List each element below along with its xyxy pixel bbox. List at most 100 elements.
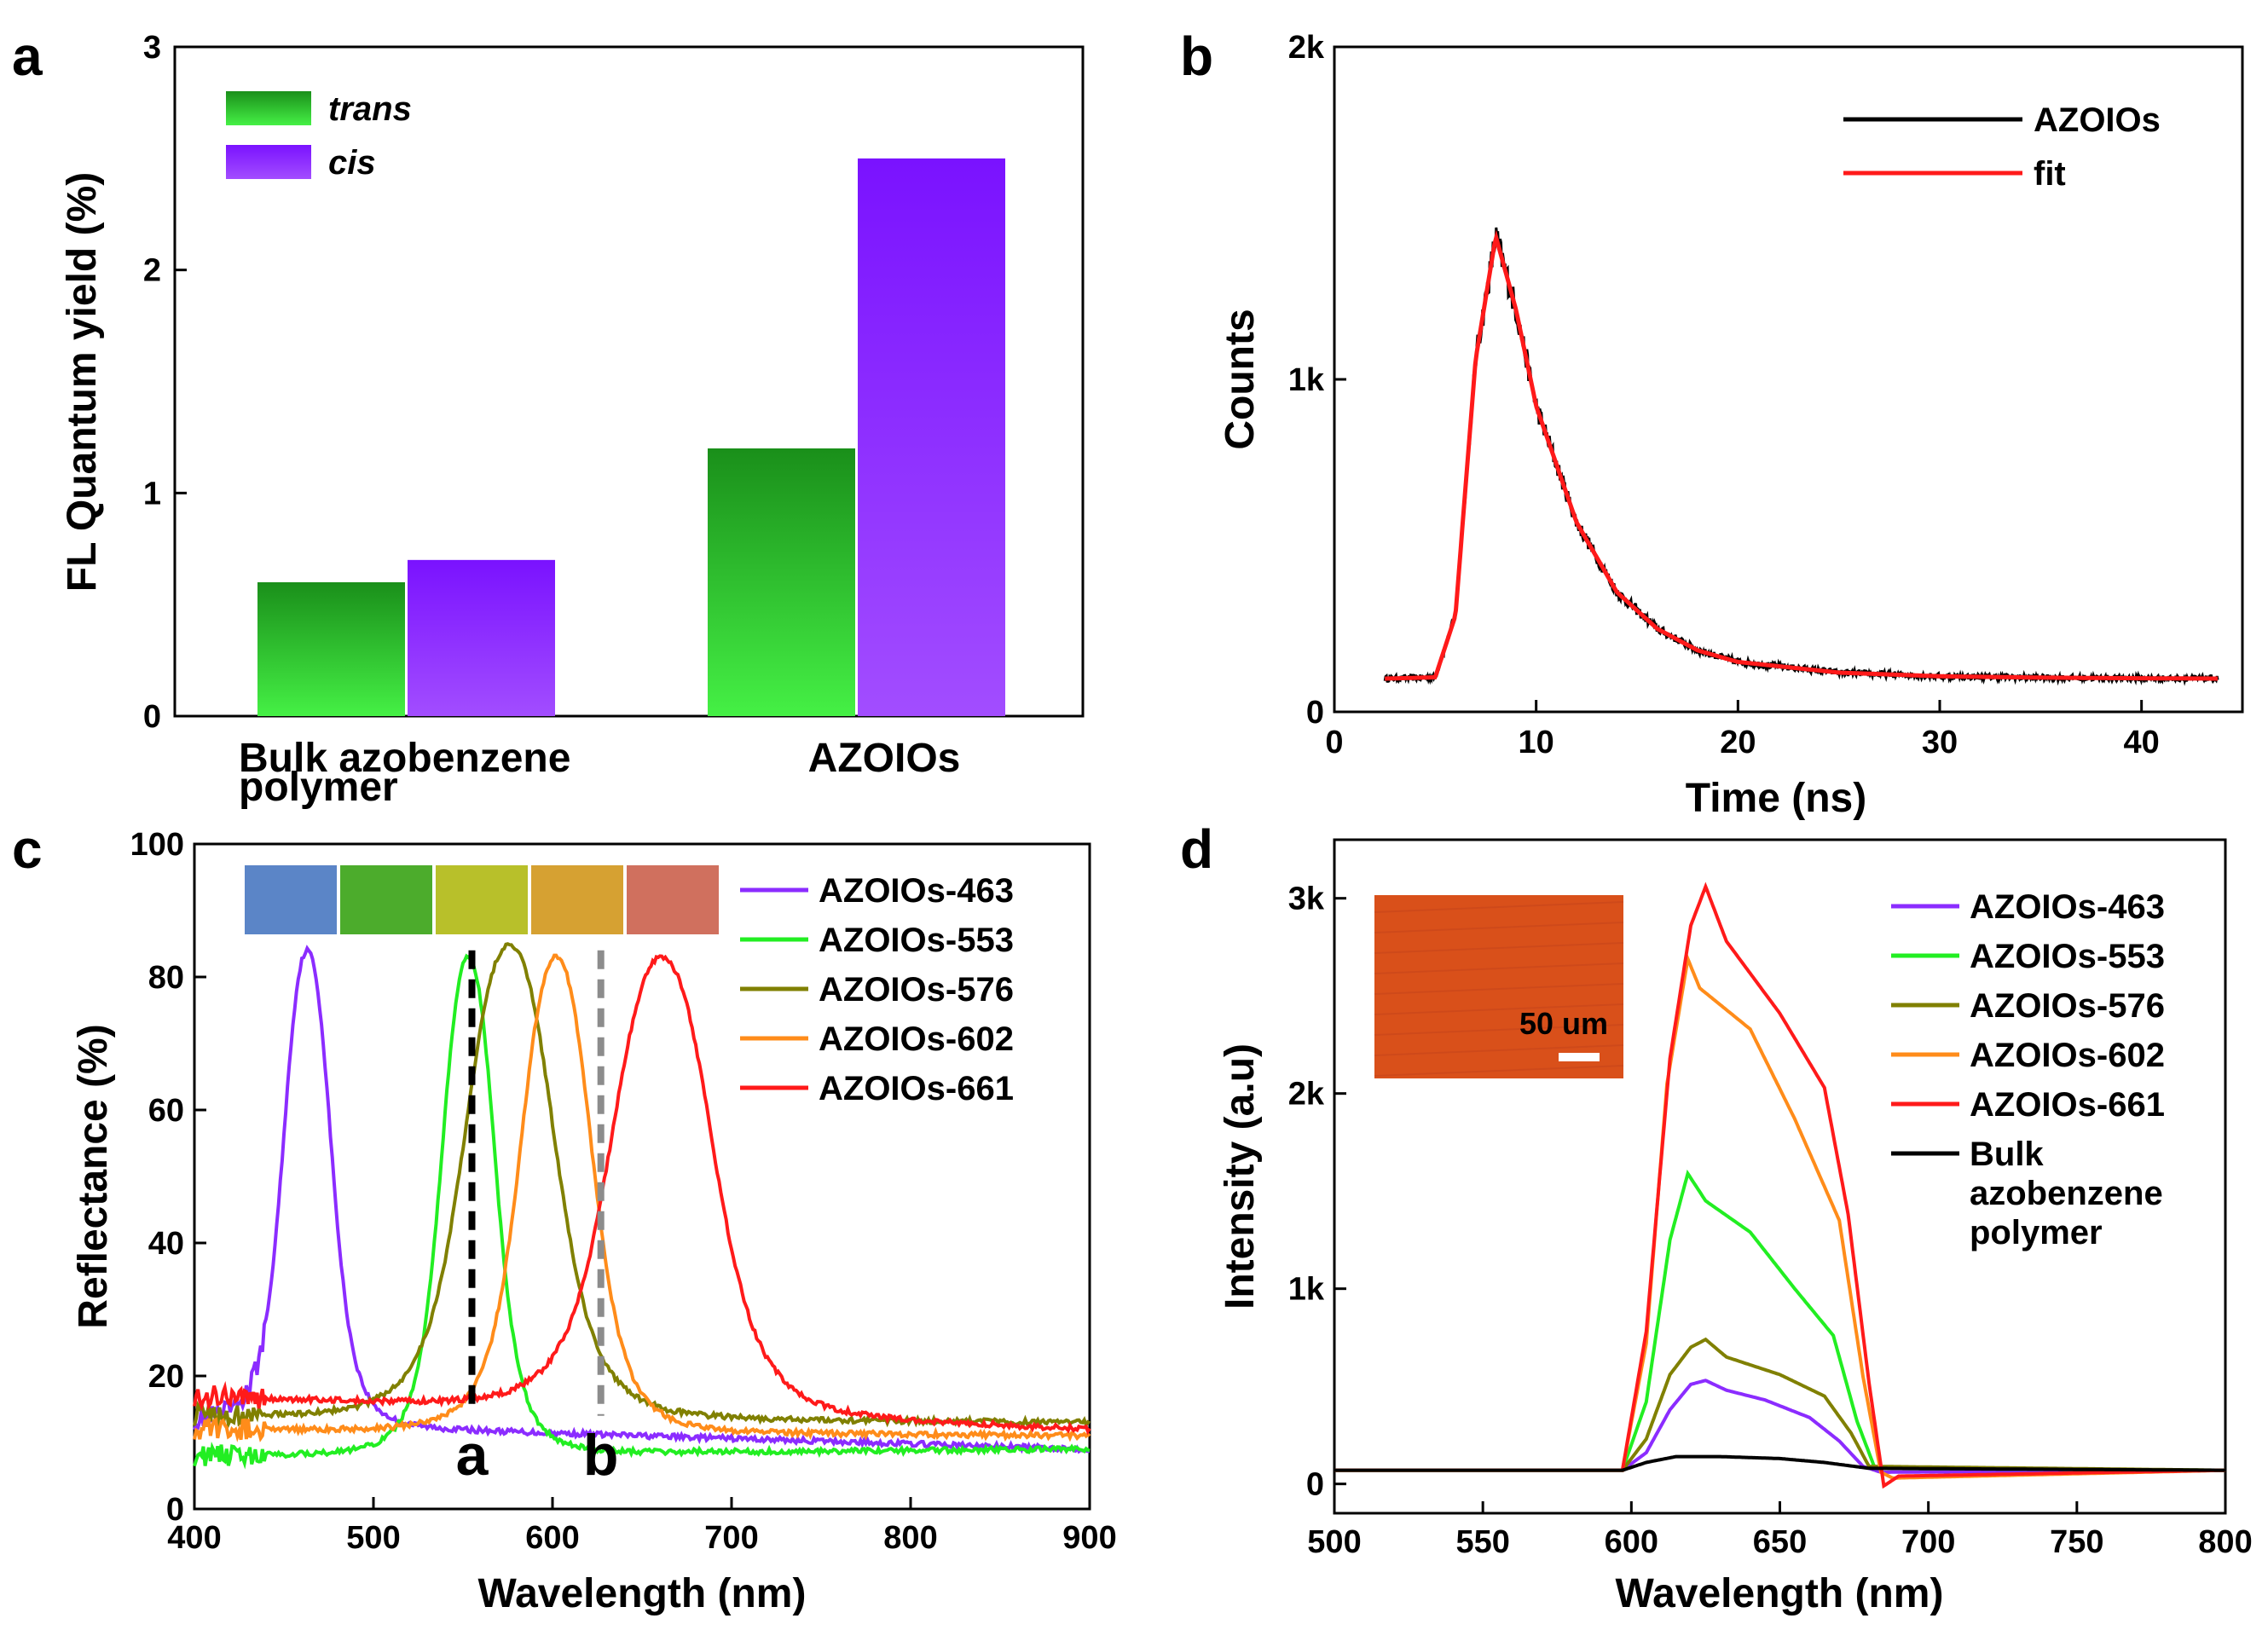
bar-trans-bulk <box>257 582 405 716</box>
inset-color-swatch <box>436 865 528 934</box>
bar-cis-bulk <box>408 559 555 716</box>
y-tick-label: 2k <box>1288 30 1325 66</box>
y-tick-label: 0 <box>166 1492 184 1528</box>
inset-texture <box>1374 922 1624 933</box>
panel-letter-d: d <box>1180 818 1213 880</box>
x-tick-label: 800 <box>883 1520 937 1556</box>
legend-label-azoios: AZOIOs <box>2034 101 2161 139</box>
series-line-azoios-463 <box>193 945 1090 1454</box>
series-line-azoios <box>1383 227 2219 686</box>
inset-color-swatch <box>340 865 432 934</box>
plot-frame <box>1333 45 2244 714</box>
y-tick-label: 2k <box>1288 1077 1325 1113</box>
y-tick-label: 20 <box>148 1359 184 1395</box>
panel-letter-b: b <box>1180 26 1213 87</box>
legend-label: AZOIOs-576 <box>1970 987 2165 1025</box>
x-category-label: AZOIOs <box>808 736 961 781</box>
x-axis-title: Wavelength (nm) <box>1616 1571 1944 1616</box>
bar-chart-quantum-yield: 0 1 2 3 FL Quantum yield (%) trans cis Bulk … <box>60 30 1085 810</box>
bar-trans-azoios <box>708 448 855 716</box>
y-tick-label: 0 <box>1306 695 1324 731</box>
legend-swatch-cis <box>226 145 311 179</box>
series-line-azoios-661 <box>193 954 1091 1436</box>
line-chart-intensity: 50 um 500 550 600 650 700 750 800 0 1k 2k 3k Wavel… <box>1218 838 2253 1616</box>
y-tick-label: 1k <box>1288 362 1325 398</box>
series-line-fit <box>1385 229 2219 681</box>
line-chart-decay: 0 10 20 30 40 0 1k 2k Time (ns) Counts AZOIOs fi… <box>1218 30 2244 821</box>
legend-label-trans: trans <box>328 90 412 128</box>
x-tick-label: 600 <box>1605 1524 1658 1560</box>
inset-texture <box>1374 901 1624 913</box>
bar-cis-azoios <box>858 158 1005 717</box>
panel-letter-a: a <box>12 26 43 87</box>
y-axis-title: FL Quantum yield (%) <box>60 172 105 592</box>
y-axis-title: Reflectance (%) <box>71 1024 116 1328</box>
inset-color-swatch <box>245 865 337 934</box>
marker-label-b: b <box>583 1423 619 1488</box>
x-tick-label: 40 <box>2124 725 2160 760</box>
legend-label: Bulk <box>1970 1136 2044 1173</box>
scale-bar <box>1559 1053 1600 1061</box>
panel-letter-c: c <box>12 818 43 880</box>
y-tick-label: 3 <box>143 30 161 66</box>
series-line-bulk-azobenzene-polymer <box>1334 1454 2225 1472</box>
legend-label: azobenzene <box>1970 1175 2163 1212</box>
legend-label-fit: fit <box>2034 155 2066 193</box>
series-line-azoios-602 <box>193 953 1091 1442</box>
y-tick-label: 80 <box>148 960 184 996</box>
inset-texture <box>1374 983 1624 995</box>
plot-frame <box>173 45 1085 718</box>
series-line-azoios-576 <box>193 942 1091 1432</box>
x-tick-label: 500 <box>1307 1524 1361 1560</box>
legend-label-azoios-576: AZOIOs-576 <box>819 971 1014 1009</box>
inset-texture <box>1374 1003 1624 1015</box>
inset-texture <box>1374 942 1624 954</box>
inset-image <box>1374 895 1623 1078</box>
y-axis-title: Counts <box>1218 309 1263 449</box>
y-tick-label: 0 <box>1306 1467 1324 1503</box>
x-category-label: Bulk azobenzene <box>239 736 570 781</box>
y-tick-label: 3k <box>1288 881 1325 917</box>
x-tick-label: 10 <box>1519 725 1554 760</box>
legend-label-azoios-553: AZOIOs-553 <box>819 922 1014 959</box>
x-tick-label: 30 <box>1922 725 1958 760</box>
x-tick-label: 0 <box>1325 725 1343 760</box>
x-tick-label: 900 <box>1062 1520 1116 1556</box>
x-tick-label: 600 <box>525 1520 579 1556</box>
series-line-azoios-553 <box>193 951 1091 1470</box>
x-category-label: polymer <box>239 765 398 810</box>
x-tick-label: 550 <box>1455 1524 1509 1560</box>
y-tick-label: 2 <box>143 253 161 289</box>
inset-color-swatch <box>531 865 623 934</box>
x-tick-label: 700 <box>1901 1524 1955 1560</box>
x-tick-label: 650 <box>1753 1524 1807 1560</box>
x-tick-label: 400 <box>167 1520 221 1556</box>
marker-label-a: a <box>456 1423 489 1488</box>
x-tick-label: 800 <box>2198 1524 2252 1560</box>
x-axis-title: Time (ns) <box>1686 776 1866 821</box>
y-tick-label: 0 <box>143 699 161 735</box>
scale-bar-label: 50 um <box>1519 1006 1608 1041</box>
inset-texture <box>1374 1065 1624 1077</box>
legend-label-azoios-463: AZOIOs-463 <box>819 872 1014 910</box>
inset-texture <box>1374 1044 1624 1056</box>
y-tick-label: 1k <box>1288 1272 1325 1308</box>
legend-label-cis: cis <box>328 144 376 182</box>
x-tick-label: 750 <box>2050 1524 2103 1560</box>
legend-label: AZOIOs-661 <box>1970 1086 2165 1124</box>
legend-label: AZOIOs-553 <box>1970 938 2165 975</box>
legend-label: AZOIOs-463 <box>1970 888 2165 926</box>
legend-label: AZOIOs-602 <box>1970 1037 2165 1074</box>
y-tick-label: 1 <box>143 476 161 512</box>
x-tick-label: 500 <box>346 1520 400 1556</box>
y-axis-title: Intensity (a.u) <box>1218 1043 1263 1309</box>
inset-texture <box>1374 1024 1624 1036</box>
legend-label-azoios-661: AZOIOs-661 <box>819 1070 1014 1107</box>
inset-texture <box>1374 962 1624 974</box>
x-tick-label: 700 <box>704 1520 758 1556</box>
line-chart-reflectance: a b 400 500 600 700 800 900 0 20 40 60 80 100 Wavele… <box>71 827 1117 1616</box>
y-tick-label: 40 <box>148 1226 184 1262</box>
legend-label-azoios-602: AZOIOs-602 <box>819 1020 1014 1058</box>
inset-color-swatch <box>627 865 719 934</box>
